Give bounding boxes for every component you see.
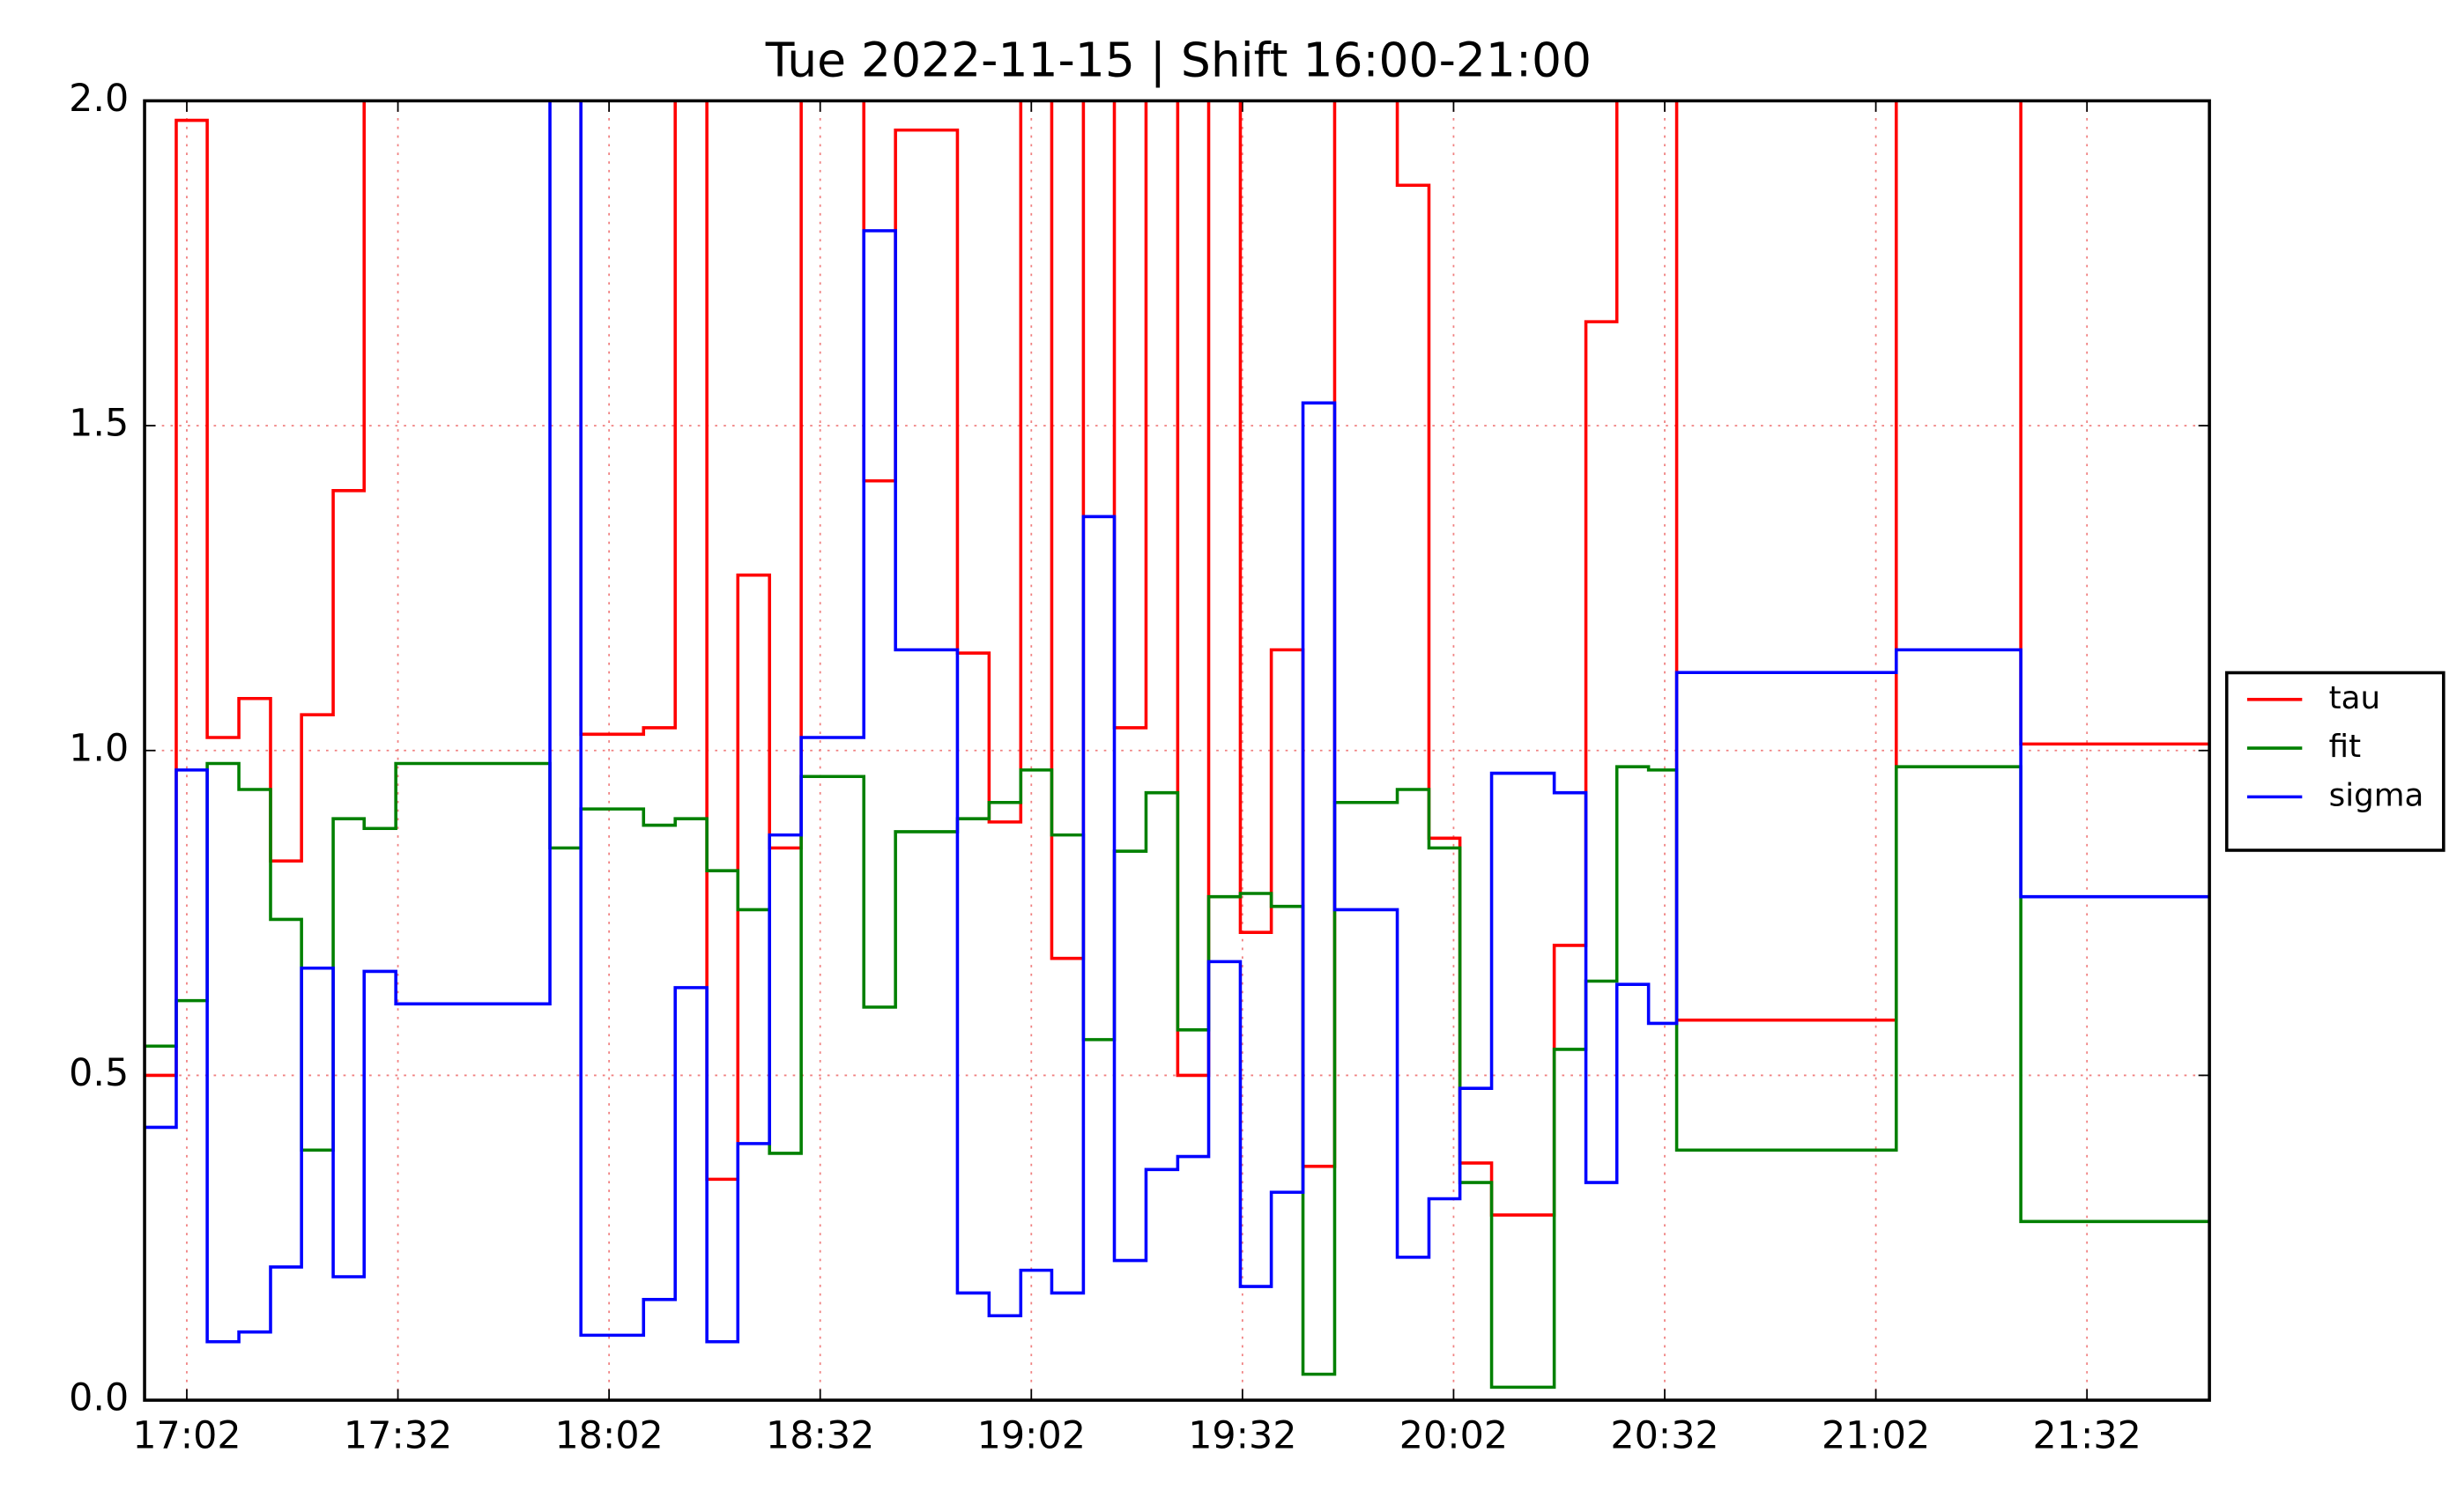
plot-frame bbox=[143, 99, 2211, 1402]
x-tick-label: 19:32 bbox=[1188, 1413, 1296, 1457]
y-tick-label: 0.5 bbox=[69, 1051, 129, 1095]
x-tick-label: 19:02 bbox=[977, 1413, 1086, 1457]
chart-title: Tue 2022-11-15 | Shift 16:00-21:00 bbox=[765, 32, 1592, 87]
step-line bbox=[145, 100, 2210, 1344]
x-tick-label: 21:32 bbox=[2033, 1413, 2141, 1457]
legend-label: fit bbox=[2329, 729, 2361, 765]
y-tick-label: 1.5 bbox=[69, 402, 129, 446]
x-tick-label: 20:32 bbox=[1610, 1413, 1718, 1457]
x-tick-label: 20:02 bbox=[1399, 1413, 1508, 1457]
x-tick-label: 21:02 bbox=[1822, 1413, 1930, 1457]
legend-label: sigma bbox=[2329, 777, 2424, 813]
x-tick-label: 17:02 bbox=[132, 1413, 241, 1457]
y-tick-label: 0.0 bbox=[69, 1376, 129, 1420]
x-tick-label: 18:32 bbox=[766, 1413, 874, 1457]
y-tick-label: 2.0 bbox=[69, 77, 129, 121]
legend-box bbox=[2224, 671, 2445, 852]
y-tick-label: 1.0 bbox=[69, 726, 129, 770]
x-tick-label: 17:32 bbox=[344, 1413, 452, 1457]
x-tick-label: 18:02 bbox=[554, 1413, 663, 1457]
legend-label: tau bbox=[2329, 680, 2380, 716]
step-line bbox=[145, 761, 2210, 1390]
step-line bbox=[145, 100, 2210, 1217]
legend: tau fit sigma bbox=[2224, 671, 2445, 852]
